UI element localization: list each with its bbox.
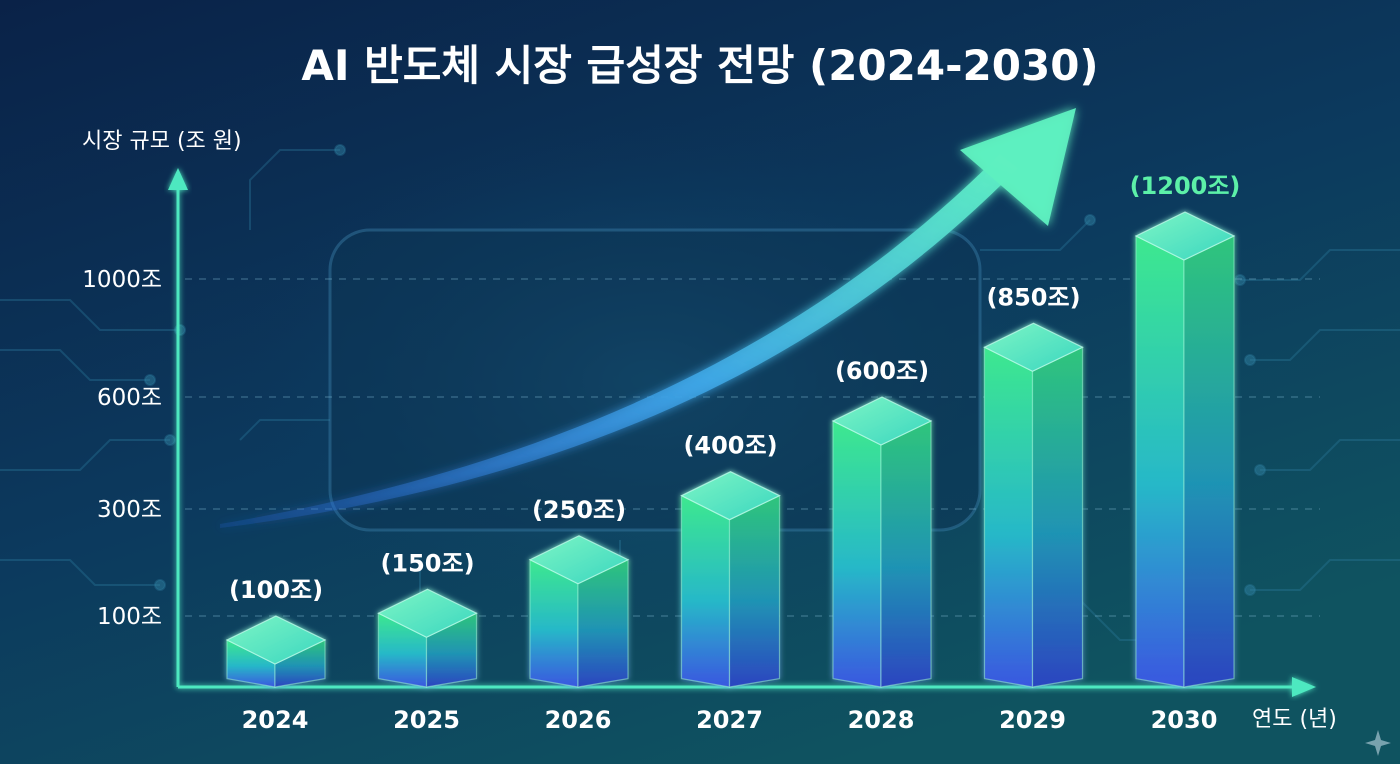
data-label: (400조) xyxy=(683,432,777,460)
circuit-node xyxy=(1084,214,1096,226)
sparkle-icon xyxy=(1365,730,1391,756)
x-tick-label: 2027 xyxy=(696,706,763,734)
x-axis xyxy=(178,677,1316,697)
circuit-pattern xyxy=(0,144,1400,646)
bar xyxy=(225,615,327,688)
chart-title: AI 반도체 시장 급성장 전망 (2024-2030) xyxy=(301,41,1098,90)
circuit-node xyxy=(334,144,346,156)
bar xyxy=(983,322,1084,688)
bar-top-face xyxy=(983,322,1084,372)
x-tick-label: 2030 xyxy=(1151,706,1218,734)
circuit-node xyxy=(154,579,166,591)
circuit-trace xyxy=(0,349,150,381)
circuit-trace xyxy=(1250,329,1400,361)
data-label: (600조) xyxy=(835,357,929,385)
y-axis xyxy=(168,168,188,687)
bar xyxy=(1134,211,1236,688)
data-label: (100조) xyxy=(229,576,323,604)
bar-front-face xyxy=(680,494,731,688)
data-label: (150조) xyxy=(380,549,474,577)
data-label: (1200조) xyxy=(1130,172,1241,200)
bar-side-face xyxy=(1183,235,1235,688)
circuit-trace xyxy=(239,419,330,441)
bar-front-face xyxy=(832,420,882,688)
x-axis-arrowhead xyxy=(1292,677,1316,697)
bar xyxy=(680,470,781,688)
y-tick-label: 100조 xyxy=(97,604,162,630)
bar-top-face xyxy=(377,588,478,638)
bar-top-face xyxy=(225,615,327,665)
x-tick-labels: 2024 2025 2026 2027 2028 2029 2030 xyxy=(242,706,1218,734)
bars xyxy=(225,211,1236,688)
y-tick-label: 600조 xyxy=(97,385,162,411)
data-label: (850조) xyxy=(986,283,1080,311)
y-tick-label: 300조 xyxy=(97,497,162,523)
data-labels: (100조) (150조) (250조) (400조) (600조) (850조) (120… xyxy=(229,172,1240,604)
trend-arrow-head xyxy=(960,108,1076,226)
bar-side-face xyxy=(728,494,781,688)
bar-side-face xyxy=(880,420,932,688)
circuit-node xyxy=(1244,354,1256,366)
circuit-node xyxy=(1244,584,1256,596)
circuit-trace xyxy=(249,149,340,230)
circuit-trace xyxy=(980,219,1091,251)
x-axis-title: 연도 (년) xyxy=(1252,707,1337,732)
y-axis-title: 시장 규모 (조 원) xyxy=(82,129,242,154)
circuit-trace xyxy=(0,439,170,471)
bar xyxy=(831,396,933,688)
trend-arrow xyxy=(220,108,1076,528)
bar-front-face xyxy=(983,346,1034,688)
circuit-trace xyxy=(1240,249,1400,281)
x-tick-label: 2025 xyxy=(393,706,460,734)
x-tick-label: 2024 xyxy=(242,706,309,734)
bar-front-face xyxy=(1135,235,1185,688)
circuit-node xyxy=(164,434,176,446)
data-label: (250조) xyxy=(532,496,626,524)
circuit-node xyxy=(1254,464,1266,476)
circuit-node xyxy=(144,374,156,386)
circuit-trace xyxy=(0,559,160,586)
y-axis-arrowhead xyxy=(168,168,188,190)
circuit-node xyxy=(1234,274,1246,286)
circuit-trace xyxy=(1260,439,1400,471)
x-tick-label: 2029 xyxy=(999,706,1066,734)
bar-top-face xyxy=(831,396,933,446)
y-tick-labels: 100조 300조 600조 1000조 xyxy=(82,267,162,630)
circuit-trace xyxy=(1250,559,1400,591)
bar-top-face xyxy=(528,535,630,585)
bar xyxy=(528,535,630,688)
bar-side-face xyxy=(1031,346,1084,688)
bar xyxy=(377,588,478,688)
bar-top-face xyxy=(680,470,781,521)
x-tick-label: 2026 xyxy=(545,706,612,734)
x-tick-label: 2028 xyxy=(848,706,915,734)
circuit-trace xyxy=(0,299,180,331)
bar-top-face xyxy=(1134,211,1236,261)
y-tick-label: 1000조 xyxy=(82,267,162,293)
